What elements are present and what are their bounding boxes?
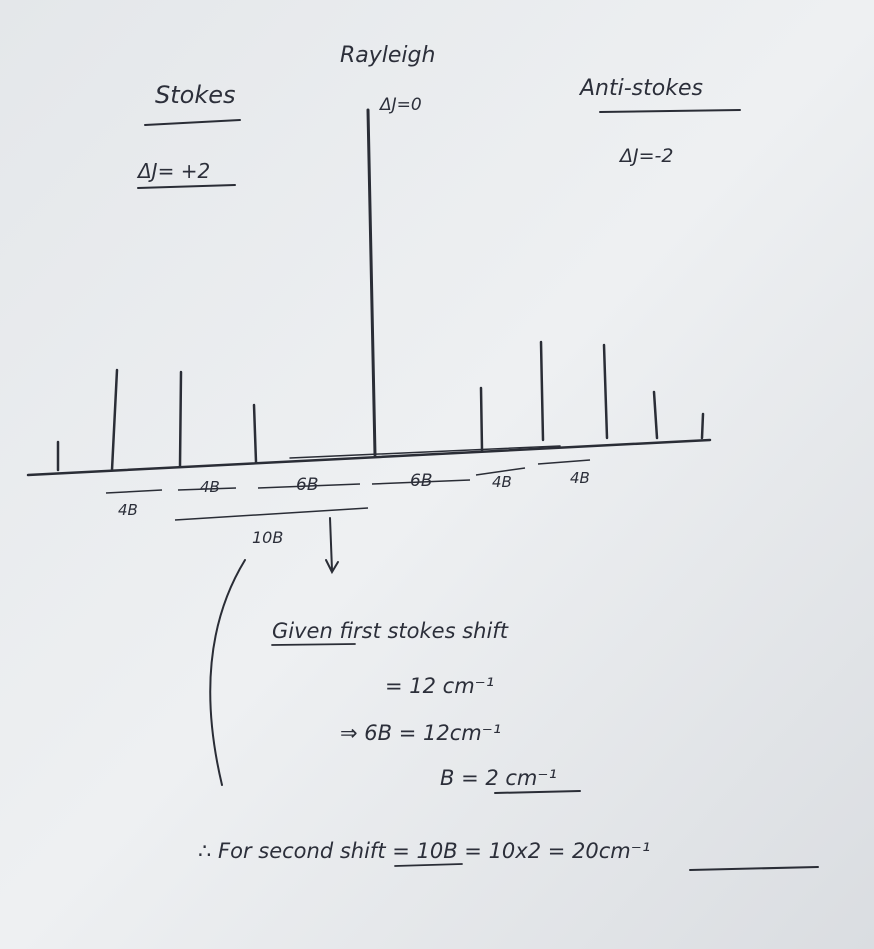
down-arrow-icon <box>325 517 339 575</box>
working-line-5: ∴ For second shift = 10B = 10x2 = 20cm⁻¹ <box>198 839 650 863</box>
anti-stokes-line <box>479 386 484 452</box>
working-line-4: B = 2 cm⁻¹ <box>440 766 557 790</box>
baseline <box>26 438 712 477</box>
rayleigh-delta-j: ΔJ=0 <box>378 95 422 115</box>
spacing-label: 4B <box>118 501 138 519</box>
spacing-label: 4B <box>570 469 590 487</box>
anti-stokes-delta-j: ΔJ=-2 <box>618 145 673 167</box>
rayleigh-line <box>366 108 377 457</box>
answer-underline <box>689 866 819 871</box>
spacing-arrow <box>177 487 237 491</box>
spacing-arrow <box>475 467 526 476</box>
ten-b-label: 10B <box>252 528 283 547</box>
spacing-label: 4B <box>200 478 220 496</box>
working-line-2: = 12 cm⁻¹ <box>385 674 494 698</box>
stokes-dj-underline <box>137 184 236 189</box>
working-line-3: ⇒ 6B = 12cm⁻¹ <box>340 721 501 745</box>
rayleigh-label: Rayleigh <box>340 43 435 68</box>
anti-stokes-line <box>602 343 609 440</box>
anti-stokes-label: Anti-stokes <box>578 76 703 101</box>
spacing-label: 6B <box>410 471 432 491</box>
anti-stokes-line <box>700 412 705 440</box>
spacing-arrow <box>105 489 163 494</box>
working-line-1: Given first stokes shift <box>272 619 509 643</box>
anti-stokes-underline <box>599 109 741 113</box>
spacing-label: 6B <box>296 475 318 495</box>
anti-stokes-line <box>539 340 545 442</box>
baseline-stroke <box>289 445 561 459</box>
stokes-line <box>252 403 258 464</box>
shift-underline <box>394 863 463 867</box>
spacing-arrow <box>537 459 591 465</box>
spacing-arrows <box>105 459 591 521</box>
curved-pointer <box>209 559 246 786</box>
stokes-label: Stokes <box>155 81 236 109</box>
anti-stokes-line <box>652 390 659 440</box>
b-underline <box>494 790 581 794</box>
ten-b-arrow <box>174 507 369 521</box>
given-underline <box>271 643 356 646</box>
spectrum <box>26 108 712 477</box>
spacing-arrow <box>371 479 471 485</box>
spacing-label: 4B <box>492 473 512 491</box>
stokes-line <box>178 370 183 468</box>
stokes-delta-j: ΔJ= +2 <box>136 159 210 183</box>
stokes-underline <box>144 119 241 126</box>
stokes-line <box>110 368 119 472</box>
spacing-arrow <box>257 483 361 489</box>
